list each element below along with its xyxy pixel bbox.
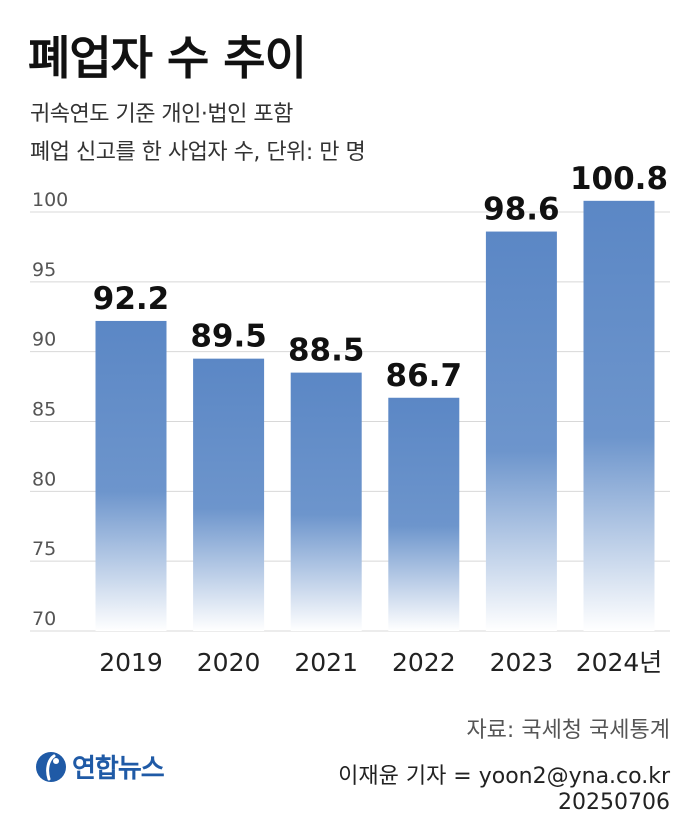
data-label: 100.8 bbox=[570, 161, 668, 197]
x-axis-ticks: 2019 2020 2021 2022 2023 2024년 bbox=[99, 648, 662, 677]
publish-date: 20250706 bbox=[558, 790, 670, 815]
chart-title: 폐업자 수 추이 bbox=[28, 31, 307, 85]
y-tick-label: 90 bbox=[32, 329, 56, 351]
x-tick-label: 2021 bbox=[294, 648, 358, 677]
bar-2019 bbox=[95, 320, 167, 631]
data-label: 88.5 bbox=[288, 333, 365, 369]
data-label: 92.2 bbox=[93, 281, 170, 317]
x-tick-label: 2023 bbox=[490, 648, 554, 677]
y-tick-label: 85 bbox=[32, 399, 56, 421]
y-axis-ticks: 70 75 80 85 90 95 100 bbox=[32, 189, 68, 630]
x-tick-label: 2022 bbox=[392, 648, 456, 677]
bar-2024년 bbox=[583, 200, 655, 631]
bar-2022 bbox=[388, 397, 460, 631]
yonhap-logo: 연합뉴스 bbox=[34, 748, 165, 785]
source-note: 자료: 국세청 국세통계 bbox=[466, 718, 670, 743]
bar-2020 bbox=[193, 358, 265, 631]
chart-subtitle-line2: 폐업 신고를 한 사업자 수, 단위: 만 명 bbox=[30, 140, 366, 165]
data-labels: 92.2 89.5 88.5 86.7 98.6 100.8 bbox=[93, 161, 668, 394]
data-label: 86.7 bbox=[386, 358, 463, 394]
data-label: 98.6 bbox=[483, 192, 560, 228]
reporter-credit: 이재윤 기자 = yoon2@yna.co.kr bbox=[338, 764, 670, 789]
yonhap-logo-text: 연합뉴스 bbox=[72, 754, 165, 784]
y-tick-label: 70 bbox=[32, 608, 56, 630]
x-tick-label: 2020 bbox=[197, 648, 261, 677]
bar-2023 bbox=[485, 231, 557, 631]
y-tick-label: 80 bbox=[32, 468, 56, 490]
yonhap-logo-icon bbox=[36, 751, 66, 782]
y-tick-label: 75 bbox=[32, 538, 56, 560]
bars bbox=[95, 200, 655, 631]
x-tick-label: 2024년 bbox=[576, 648, 663, 677]
y-tick-label: 95 bbox=[32, 259, 56, 281]
bar-2021 bbox=[290, 372, 362, 631]
data-label: 89.5 bbox=[190, 319, 267, 355]
bar-chart: 70 75 80 85 90 95 100 92.2 89.5 88.5 86.7 98.6 100.… bbox=[30, 161, 670, 677]
x-tick-label: 2019 bbox=[99, 648, 163, 677]
y-tick-label: 100 bbox=[32, 189, 68, 211]
chart-subtitle-line1: 귀속연도 기준 개인·법인 포함 bbox=[30, 102, 293, 127]
